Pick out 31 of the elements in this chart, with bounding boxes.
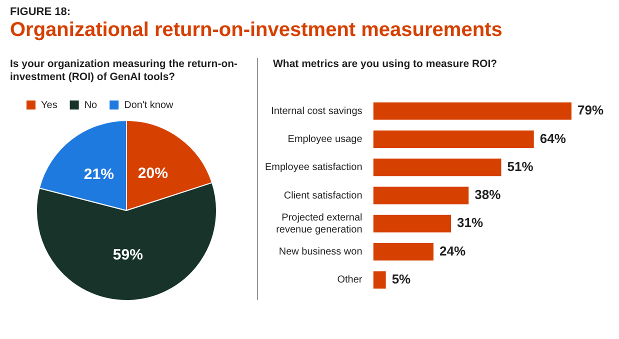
data-label: 59% (112, 246, 143, 264)
data-label: 20% (138, 165, 168, 182)
chart-title: Is your organization measuring the return-on-investment (ROI) of GenAI tools? (10, 58, 239, 84)
text: Organizational return-on-investment measurements (10, 19, 502, 42)
bar (373, 271, 386, 289)
y-tick-label: Internal cost savings (271, 106, 362, 117)
legend-label: Don't know (124, 100, 174, 111)
y-tick-label: Employee usage (288, 134, 363, 145)
legend-label: No (84, 100, 98, 111)
data-label: 51% (507, 158, 534, 174)
y-tick-label: Projected external revenue generation (276, 212, 362, 236)
bar (373, 102, 572, 120)
data-label: 5% (392, 272, 412, 287)
bar (373, 214, 452, 232)
data-label: 79% (577, 102, 604, 118)
data-label: 64% (540, 130, 566, 146)
data-label: 21% (84, 166, 114, 184)
data-label: 38% (474, 187, 502, 202)
y-tick-label: New business won (278, 246, 362, 258)
chart-title: What metrics are you using to measure ROI? (273, 58, 498, 71)
bar (373, 186, 469, 204)
data-label: 31% (457, 215, 484, 230)
y-tick-label: Employee satisfaction (264, 162, 362, 174)
data-label: 24% (439, 243, 466, 258)
legend-label: Yes (41, 100, 58, 111)
y-tick-label: Client satisfaction (284, 190, 362, 202)
y-tick-label: Other (337, 274, 363, 286)
bar (373, 243, 434, 261)
bar (373, 130, 534, 148)
caption: FIGURE 18: (10, 6, 71, 18)
bar (373, 158, 502, 176)
